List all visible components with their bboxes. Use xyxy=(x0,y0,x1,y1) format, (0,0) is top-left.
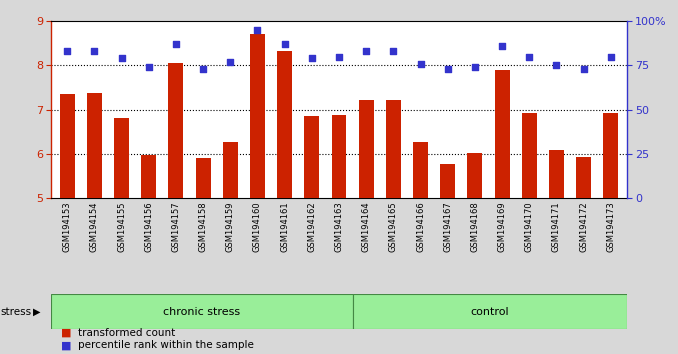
Bar xyxy=(114,118,129,198)
Point xyxy=(388,48,399,54)
Point xyxy=(62,48,73,54)
Point xyxy=(198,66,209,72)
Point xyxy=(524,54,535,59)
Text: percentile rank within the sample: percentile rank within the sample xyxy=(78,341,254,350)
Bar xyxy=(413,142,428,198)
Point xyxy=(605,54,616,59)
Bar xyxy=(549,150,564,198)
Text: stress: stress xyxy=(1,307,32,316)
Bar xyxy=(304,116,319,198)
Point xyxy=(252,27,263,33)
Point xyxy=(279,41,290,47)
Bar xyxy=(386,99,401,198)
Bar xyxy=(87,93,102,198)
Bar xyxy=(467,153,482,198)
Bar xyxy=(51,294,353,329)
Point xyxy=(89,48,100,54)
Point xyxy=(551,63,562,68)
Point xyxy=(306,56,317,61)
Bar xyxy=(196,158,211,198)
Bar xyxy=(60,94,75,198)
Text: chronic stress: chronic stress xyxy=(163,307,240,316)
Bar xyxy=(576,157,591,198)
Point xyxy=(469,64,480,70)
Bar xyxy=(353,294,627,329)
Bar xyxy=(250,34,265,198)
Point xyxy=(170,41,181,47)
Bar xyxy=(522,113,537,198)
Bar xyxy=(359,99,374,198)
Text: control: control xyxy=(471,307,509,316)
Text: ▶: ▶ xyxy=(33,307,40,316)
Point xyxy=(415,61,426,67)
Point xyxy=(578,66,589,72)
Bar xyxy=(440,164,455,198)
Text: transformed count: transformed count xyxy=(78,328,175,338)
Bar xyxy=(168,63,183,198)
Point xyxy=(361,48,372,54)
Bar xyxy=(277,51,292,198)
Point xyxy=(334,54,344,59)
Point xyxy=(225,59,236,65)
Text: ■: ■ xyxy=(61,328,71,338)
Text: ■: ■ xyxy=(61,341,71,350)
Point xyxy=(497,43,508,49)
Bar xyxy=(495,70,510,198)
Point xyxy=(116,56,127,61)
Point xyxy=(143,64,154,70)
Bar xyxy=(223,142,238,198)
Bar xyxy=(603,113,618,198)
Bar xyxy=(141,155,156,198)
Bar xyxy=(332,115,346,198)
Point xyxy=(442,66,453,72)
